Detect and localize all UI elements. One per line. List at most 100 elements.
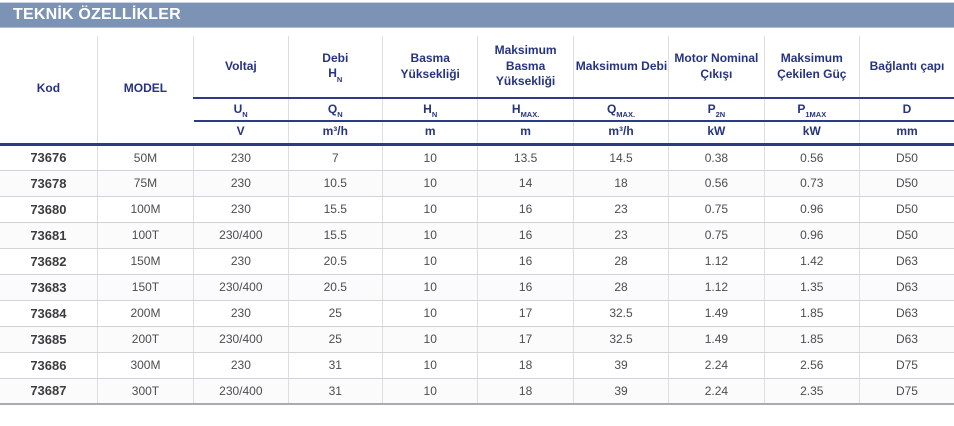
cell-cekilen-guc: 2.56 <box>763 352 860 379</box>
cell-debi: 15.5 <box>287 196 383 223</box>
cell-debi: 15.5 <box>287 222 383 249</box>
cell-cekilen-guc: 1.35 <box>763 274 860 301</box>
cell-basma: 10 <box>382 352 478 379</box>
col-header-kod: Kod <box>0 36 98 146</box>
header-row-units: V m³/h m m m³/h kW kW mm <box>0 121 954 146</box>
unit-cekilen-guc: kW <box>763 121 860 146</box>
cell-maks-basma: 13.5 <box>477 144 574 171</box>
cell-voltaj: 230/400 <box>193 326 289 353</box>
cell-motor-cikisi: 2.24 <box>668 378 765 405</box>
cell-baglanti-capi: D63 <box>858 274 954 301</box>
cell-maks-debi: 28 <box>572 274 669 301</box>
cell-kod: 73678 <box>0 170 98 197</box>
cell-cekilen-guc: 0.96 <box>763 196 860 223</box>
cell-baglanti-capi: D50 <box>858 144 954 171</box>
cell-model: 100T <box>96 222 194 249</box>
cell-voltaj: 230/400 <box>193 378 289 405</box>
unit-basma: m <box>382 121 478 146</box>
col-header-debi: Debi HN <box>287 36 383 98</box>
unit-baglanti-capi: mm <box>858 121 954 146</box>
cell-baglanti-capi: D63 <box>858 326 954 353</box>
cell-basma: 10 <box>382 274 478 301</box>
cell-kod: 73681 <box>0 222 98 249</box>
cell-debi: 25 <box>287 326 383 353</box>
cell-maks-basma: 17 <box>477 326 574 353</box>
cell-voltaj: 230 <box>193 352 289 379</box>
cell-maks-basma: 16 <box>477 196 574 223</box>
cell-model: 300M <box>96 352 194 379</box>
cell-cekilen-guc: 0.73 <box>763 170 860 197</box>
symbol-motor-cikisi: P2N <box>668 97 765 122</box>
cell-basma: 10 <box>382 300 478 327</box>
col-header-baglanti-capi: Bağlantı çapı <box>858 36 954 98</box>
cell-voltaj: 230/400 <box>193 222 289 249</box>
col-header-motor-cikisi: Motor Nominal Çıkışı <box>668 36 765 98</box>
table-header: Kod MODEL Voltaj Debi HN Basma Yüksekliğ… <box>0 36 954 146</box>
cell-model: 50M <box>96 144 194 171</box>
col-header-maks-basma: Maksimum Basma Yüksekliği <box>477 36 574 98</box>
cell-motor-cikisi: 1.49 <box>668 326 765 353</box>
cell-kod: 73676 <box>0 144 98 171</box>
cell-maks-basma: 16 <box>477 248 574 275</box>
cell-cekilen-guc: 1.85 <box>763 326 860 353</box>
unit-motor-cikisi: kW <box>668 121 765 146</box>
cell-maks-debi: 23 <box>572 196 669 223</box>
cell-model: 150M <box>96 248 194 275</box>
unit-debi: m³/h <box>287 121 383 146</box>
cell-basma: 10 <box>382 222 478 249</box>
cell-basma: 10 <box>382 196 478 223</box>
unit-maks-basma: m <box>477 121 574 146</box>
cell-motor-cikisi: 0.75 <box>668 222 765 249</box>
cell-voltaj: 230 <box>193 170 289 197</box>
cell-voltaj: 230/400 <box>193 274 289 301</box>
cell-baglanti-capi: D50 <box>858 196 954 223</box>
col-header-maks-debi: Maksimum Debi <box>572 36 669 98</box>
cell-motor-cikisi: 0.56 <box>668 170 765 197</box>
cell-debi: 20.5 <box>287 274 383 301</box>
table-row: 73678 75M 230 10.5 10 14 18 0.56 0.73 D50 <box>0 170 954 197</box>
table-body: 73676 50M 230 7 10 13.5 14.5 0.38 0.56 D50 73678 75… <box>0 144 954 405</box>
cell-baglanti-capi: D50 <box>858 170 954 197</box>
cell-maks-debi: 23 <box>572 222 669 249</box>
cell-voltaj: 230 <box>193 196 289 223</box>
cell-cekilen-guc: 0.96 <box>763 222 860 249</box>
cell-baglanti-capi: D63 <box>858 248 954 275</box>
cell-model: 200M <box>96 300 194 327</box>
cell-maks-debi: 32.5 <box>572 326 669 353</box>
cell-basma: 10 <box>382 144 478 171</box>
cell-maks-debi: 28 <box>572 248 669 275</box>
cell-motor-cikisi: 1.12 <box>668 274 765 301</box>
cell-motor-cikisi: 2.24 <box>668 352 765 379</box>
col-header-debi-line1: Debi <box>322 50 349 65</box>
cell-motor-cikisi: 1.49 <box>668 300 765 327</box>
table-row: 73687 300T 230/400 31 10 18 39 2.24 2.35 D75 <box>0 378 954 405</box>
cell-baglanti-capi: D50 <box>858 222 954 249</box>
cell-model: 75M <box>96 170 194 197</box>
cell-baglanti-capi: D75 <box>858 352 954 379</box>
cell-model: 300T <box>96 378 194 405</box>
cell-model: 100M <box>96 196 194 223</box>
header-row-names: Kod MODEL Voltaj Debi HN Basma Yüksekliğ… <box>0 36 954 146</box>
cell-baglanti-capi: D63 <box>858 300 954 327</box>
cell-maks-basma: 18 <box>477 352 574 379</box>
cell-cekilen-guc: 0.56 <box>763 144 860 171</box>
cell-baglanti-capi: D75 <box>858 378 954 405</box>
cell-cekilen-guc: 2.35 <box>763 378 860 405</box>
table-row: 73685 200T 230/400 25 10 17 32.5 1.49 1.85 D63 <box>0 326 954 353</box>
cell-debi: 25 <box>287 300 383 327</box>
symbol-maks-debi: QMAX. <box>572 97 669 122</box>
col-header-cekilen-guc: Maksimum Çekilen Güç <box>763 36 860 98</box>
cell-voltaj: 230 <box>193 144 289 171</box>
cell-kod: 73686 <box>0 352 98 379</box>
col-header-model: MODEL <box>96 36 194 146</box>
col-header-basma: Basma Yüksekliği <box>382 36 478 98</box>
section-title: TEKNİK ÖZELLİKLER <box>13 6 181 23</box>
unit-maks-debi: m³/h <box>572 121 669 146</box>
section-title-band: TEKNİK ÖZELLİKLER <box>0 2 954 28</box>
cell-kod: 73680 <box>0 196 98 223</box>
table-row: 73681 100T 230/400 15.5 10 16 23 0.75 0.96 D50 <box>0 222 954 249</box>
cell-kod: 73685 <box>0 326 98 353</box>
cell-maks-debi: 32.5 <box>572 300 669 327</box>
table-row: 73676 50M 230 7 10 13.5 14.5 0.38 0.56 D50 <box>0 144 954 171</box>
